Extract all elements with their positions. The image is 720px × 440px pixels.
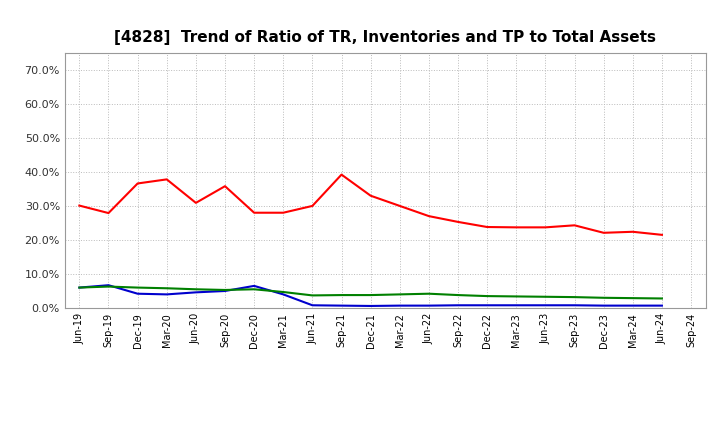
Trade Receivables — [454, 219, 462, 224]
Trade Payables — [279, 290, 287, 295]
Trade Receivables — [395, 203, 404, 209]
Inventories — [657, 303, 666, 308]
Inventories — [629, 303, 637, 308]
Trade Receivables — [541, 225, 550, 230]
Trade Payables — [395, 292, 404, 297]
Trade Payables — [104, 284, 113, 289]
Trade Receivables — [599, 230, 608, 235]
Trade Receivables — [366, 193, 375, 198]
Inventories — [163, 292, 171, 297]
Inventories — [366, 303, 375, 308]
Inventories — [75, 285, 84, 290]
Inventories — [395, 303, 404, 308]
Inventories — [133, 291, 142, 297]
Inventories — [425, 303, 433, 308]
Inventories — [192, 290, 200, 295]
Inventories — [104, 282, 113, 288]
Trade Receivables — [337, 172, 346, 177]
Trade Payables — [366, 293, 375, 298]
Inventories — [541, 303, 550, 308]
Trade Payables — [192, 286, 200, 292]
Inventories — [279, 292, 287, 297]
Trade Payables — [599, 295, 608, 301]
Trade Payables — [657, 296, 666, 301]
Trade Payables — [629, 296, 637, 301]
Trade Receivables — [220, 183, 229, 189]
Trade Receivables — [512, 225, 521, 230]
Inventories — [483, 303, 492, 308]
Trade Receivables — [75, 203, 84, 208]
Trade Payables — [425, 291, 433, 297]
Inventories — [250, 283, 258, 289]
Trade Receivables — [163, 177, 171, 182]
Line: Trade Receivables: Trade Receivables — [79, 175, 662, 235]
Trade Payables — [483, 293, 492, 299]
Trade Receivables — [425, 213, 433, 219]
Trade Payables — [75, 285, 84, 290]
Trade Receivables — [250, 210, 258, 215]
Trade Receivables — [570, 223, 579, 228]
Trade Receivables — [657, 232, 666, 238]
Trade Receivables — [104, 210, 113, 216]
Trade Payables — [250, 286, 258, 292]
Inventories — [308, 303, 317, 308]
Trade Payables — [570, 294, 579, 300]
Trade Payables — [512, 294, 521, 299]
Trade Receivables — [483, 224, 492, 230]
Trade Receivables — [279, 210, 287, 215]
Trade Payables — [220, 287, 229, 293]
Trade Receivables — [192, 200, 200, 205]
Trade Payables — [541, 294, 550, 299]
Inventories — [454, 303, 462, 308]
Inventories — [512, 303, 521, 308]
Trade Receivables — [133, 181, 142, 186]
Trade Payables — [337, 293, 346, 298]
Trade Payables — [163, 286, 171, 291]
Inventories — [599, 303, 608, 308]
Trade Receivables — [629, 229, 637, 235]
Inventories — [337, 303, 346, 308]
Line: Trade Payables: Trade Payables — [79, 286, 662, 298]
Trade Payables — [133, 285, 142, 290]
Inventories — [220, 288, 229, 293]
Trade Receivables — [308, 203, 317, 209]
Title: [4828]  Trend of Ratio of TR, Inventories and TP to Total Assets: [4828] Trend of Ratio of TR, Inventories… — [114, 29, 656, 45]
Line: Inventories: Inventories — [79, 285, 662, 306]
Trade Payables — [308, 293, 317, 298]
Trade Payables — [454, 293, 462, 298]
Inventories — [570, 303, 579, 308]
